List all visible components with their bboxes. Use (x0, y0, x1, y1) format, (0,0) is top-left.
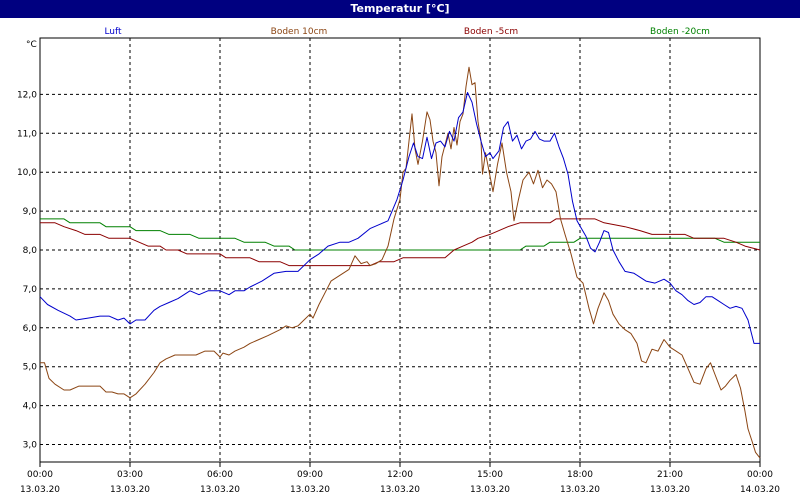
x-tick-date: 13.03.20 (200, 485, 240, 495)
x-tick-date: 13.03.20 (470, 485, 510, 495)
y-tick-label: 9,0 (23, 207, 38, 217)
y-tick-label: 10,0 (17, 168, 37, 178)
axis-layer: 3,0 4,0 5,0 6,0 7,0 8,0 9,0 10,0 11,0 12,0 °C 00:00… (17, 40, 780, 495)
y-tick-label: 5,0 (23, 363, 38, 373)
series-line (40, 218, 760, 251)
y-tick-label: 11,0 (17, 129, 37, 139)
y-unit-label: °C (26, 40, 37, 50)
x-tick-time: 21:00 (657, 470, 683, 480)
series-line (40, 66, 761, 459)
x-tick-time: 09:00 (297, 470, 323, 480)
x-tick-time: 00:00 (27, 470, 53, 480)
x-tick-time: 03:00 (117, 470, 143, 480)
x-tick-time: 12:00 (387, 470, 413, 480)
y-tick-label: 3,0 (23, 440, 38, 450)
y-tick-label: 4,0 (23, 402, 38, 412)
legend-item: Boden 10cm (271, 27, 328, 37)
x-tick-date: 13.03.20 (380, 485, 420, 495)
y-tick-label: 7,0 (23, 285, 38, 295)
x-tick-date: 13.03.20 (20, 485, 60, 495)
series-line (39, 92, 760, 344)
legend-item: Boden -5cm (464, 27, 518, 37)
x-tick-date: 13.03.20 (110, 485, 150, 495)
y-tick-label: 6,0 (23, 324, 38, 334)
series-line (40, 218, 761, 267)
x-tick-time: 15:00 (477, 470, 503, 480)
x-tick-time: 18:00 (567, 470, 593, 480)
x-tick-time: 06:00 (207, 470, 233, 480)
x-tick-time: 00:00 (747, 470, 773, 480)
series-layer (39, 66, 761, 459)
legend: Luft Boden 10cm Boden -5cm Boden -20cm (104, 27, 710, 37)
x-tick-date: 13.03.20 (290, 485, 330, 495)
y-tick-label: 8,0 (23, 246, 38, 256)
legend-item: Luft (104, 27, 122, 37)
legend-item: Boden -20cm (650, 27, 710, 37)
x-tick-date: 13.03.20 (560, 485, 600, 495)
x-tick-date: 14.03.20 (740, 485, 780, 495)
chart-title: Temperatur [°C] (0, 0, 800, 18)
x-tick-date: 13.03.20 (650, 485, 690, 495)
y-tick-label: 12,0 (17, 90, 37, 100)
